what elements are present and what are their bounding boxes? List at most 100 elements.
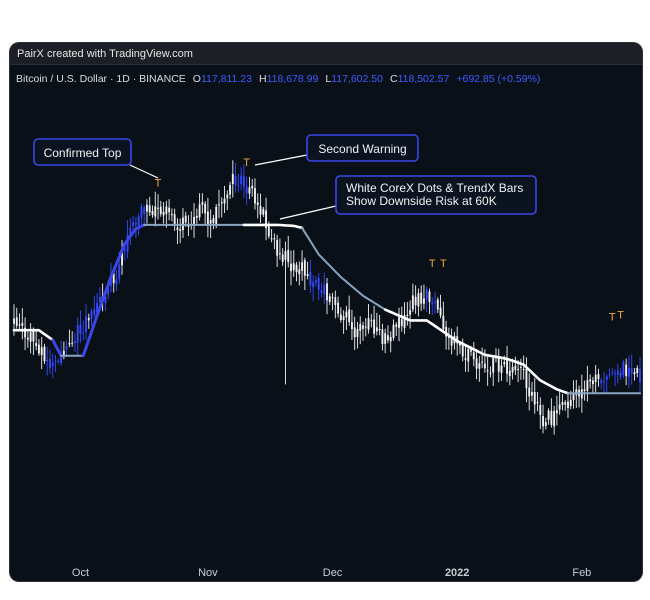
candle-body: [395, 324, 398, 327]
candle-body: [151, 210, 154, 215]
candle: [489, 366, 492, 378]
candle-body: [176, 227, 179, 230]
candle-body: [398, 317, 400, 328]
candle-body: [179, 229, 182, 231]
candle-body: [533, 392, 536, 405]
candle-body: [76, 325, 79, 343]
candle-body: [265, 210, 268, 229]
candle-body: [248, 187, 251, 194]
candle: [76, 317, 79, 356]
candle: [162, 202, 165, 224]
candle: [29, 323, 32, 354]
candle-body: [359, 323, 362, 331]
candle: [464, 346, 467, 372]
candle-body: [500, 365, 503, 373]
candle-body: [281, 254, 284, 262]
x-tick-label: Dec: [323, 567, 343, 579]
candle: [220, 197, 223, 218]
candle: [326, 277, 328, 315]
candle: [173, 208, 176, 231]
candle-body: [254, 188, 256, 204]
candle: [414, 285, 417, 314]
candle-body: [614, 372, 617, 374]
candle-body: [209, 220, 212, 224]
candle: [600, 378, 603, 390]
candle-body: [373, 319, 376, 334]
candle-body: [229, 185, 231, 195]
candle: [159, 200, 162, 217]
candle: [245, 176, 248, 205]
candle: [209, 209, 212, 239]
candle: [35, 329, 38, 351]
candle-body: [605, 376, 608, 380]
candle-body: [472, 352, 475, 360]
candle-body: [384, 333, 387, 344]
candle: [447, 327, 450, 350]
candle-body: [350, 321, 353, 329]
candle: [248, 176, 251, 200]
candle: [367, 303, 370, 334]
candle: [542, 404, 544, 434]
annotation-text: Confirmed Top: [44, 146, 122, 160]
candle: [436, 297, 439, 314]
candle: [589, 374, 592, 389]
close-label: C: [389, 73, 398, 85]
trend-line-layer: [12, 223, 642, 395]
candle: [32, 327, 35, 356]
candle: [603, 371, 605, 394]
candle-body: [600, 380, 603, 384]
candle-body: [262, 208, 265, 215]
candle-body: [184, 215, 187, 223]
candle-body: [123, 249, 126, 251]
candle: [400, 306, 403, 332]
candle: [442, 301, 445, 333]
candle: [450, 328, 453, 355]
trend-line-segment: [383, 308, 570, 395]
candle: [49, 349, 51, 374]
x-tick-label: Feb: [572, 567, 591, 579]
annotation-pointer: [279, 205, 337, 220]
candle: [345, 305, 348, 330]
candle: [165, 200, 168, 228]
candle: [292, 250, 295, 277]
trend-line-segment: [242, 223, 304, 230]
candle: [506, 345, 508, 382]
candle-body: [98, 296, 101, 302]
candle-body: [49, 359, 51, 368]
candle-body: [82, 332, 85, 334]
candle-body: [57, 360, 60, 362]
candle: [605, 374, 608, 394]
candle: [384, 328, 387, 354]
candle-body: [43, 346, 46, 362]
top-marker: T: [440, 258, 447, 270]
x-tick-label: 2022: [445, 567, 469, 579]
candle: [240, 167, 243, 191]
candle: [364, 318, 367, 337]
candle-body: [423, 298, 425, 304]
trend-line-segment: [51, 338, 63, 358]
candle-body: [37, 344, 40, 354]
candle-body: [414, 296, 417, 306]
candle-body: [276, 239, 279, 256]
candle-body: [90, 311, 93, 320]
candle: [273, 233, 276, 250]
candle: [298, 261, 301, 286]
candle-body: [636, 368, 639, 374]
candle: [151, 205, 154, 218]
candle-body: [375, 327, 378, 332]
candle: [68, 329, 71, 348]
candle: [423, 284, 425, 310]
candle: [630, 354, 633, 385]
annotation-box: [33, 138, 132, 166]
candle-body: [639, 368, 641, 383]
candle-body: [564, 402, 567, 405]
candle: [57, 358, 60, 365]
annotation-second-warning: Second Warning: [254, 134, 419, 166]
annotation-downside-risk: White CoreX Dots & TrendX Bars Show Down…: [279, 175, 537, 220]
candle-body: [389, 337, 392, 342]
candle-body: [386, 335, 389, 341]
candle-body: [154, 206, 157, 217]
top-marker: T: [243, 157, 250, 169]
candle: [270, 229, 273, 243]
candle: [608, 368, 611, 379]
